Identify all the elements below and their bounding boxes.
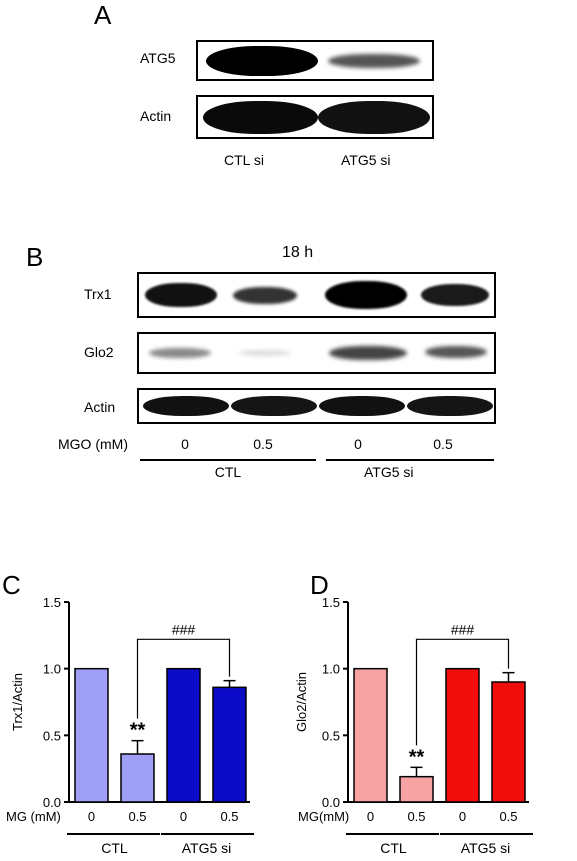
y-tick-label: 1.0 bbox=[322, 662, 340, 677]
band bbox=[206, 46, 318, 76]
dose-label: 0.5 bbox=[433, 436, 453, 452]
group-label: CTL bbox=[380, 840, 407, 856]
dose-label: 0 bbox=[354, 436, 362, 452]
band bbox=[407, 396, 493, 416]
bar bbox=[353, 667, 388, 803]
blot-b-row-actin-label: Actin bbox=[84, 399, 116, 415]
y-tick-label: 1.5 bbox=[43, 595, 61, 610]
blot-a-row-actin-label: Actin bbox=[140, 108, 172, 124]
band bbox=[328, 54, 420, 68]
panel-letter: D bbox=[310, 570, 329, 600]
bar bbox=[491, 681, 526, 803]
y-axis-label: Glo2/Actin bbox=[294, 672, 309, 732]
blot-b-row-glo2-label: Glo2 bbox=[84, 344, 114, 360]
group-underline bbox=[326, 459, 494, 461]
bar bbox=[120, 753, 155, 803]
significance-hash: ### bbox=[172, 621, 196, 637]
band bbox=[145, 283, 217, 307]
blot-b-glo2 bbox=[137, 332, 496, 374]
group-label: ATG5 si bbox=[461, 840, 511, 856]
x-axis-prefix: MG (mM) bbox=[6, 809, 61, 824]
lane-a-ctl-si: CTL si bbox=[224, 152, 264, 168]
band bbox=[149, 348, 211, 358]
y-tick-label: 0.5 bbox=[322, 728, 340, 743]
y-axis-label: Trx1/Actin bbox=[10, 673, 25, 731]
group-label: CTL bbox=[101, 840, 128, 856]
y-tick-label: 0.5 bbox=[43, 728, 61, 743]
panel-a-letter: A bbox=[94, 0, 112, 30]
blot-b-actin bbox=[137, 388, 496, 424]
chart-c: C 0.0 0.5 1.0 1.5 Trx1/Actin 0 0.5 0 0.5 ** ### MG (… bbox=[2, 570, 254, 856]
y-tick-label: 1.5 bbox=[322, 595, 340, 610]
x-tick-label: 0.5 bbox=[220, 809, 238, 824]
bar bbox=[74, 667, 109, 803]
band bbox=[329, 346, 407, 360]
group-atg5-si-label: ATG5 si bbox=[364, 464, 414, 480]
blot-b-trx1 bbox=[137, 272, 496, 318]
blot-a-actin bbox=[196, 95, 434, 139]
bar bbox=[445, 667, 480, 803]
band bbox=[421, 284, 489, 306]
bar bbox=[212, 686, 247, 803]
significance-bracket bbox=[136, 638, 231, 719]
x-tick-label: 0.5 bbox=[499, 809, 517, 824]
band bbox=[318, 101, 430, 134]
significance-hash: ### bbox=[451, 621, 475, 637]
chart-d: D 0.0 0.5 1.0 1.5 Glo2/Actin 0 0.5 0 0.5 ** ### MG(m… bbox=[294, 570, 533, 856]
band bbox=[203, 101, 318, 134]
mgo-label: MGO (mM) bbox=[58, 436, 128, 452]
band bbox=[425, 346, 487, 358]
group-underline bbox=[140, 459, 316, 461]
group-ctl-label: CTL bbox=[214, 464, 242, 480]
significance-bracket bbox=[415, 638, 510, 746]
x-tick-label: 0.5 bbox=[407, 809, 425, 824]
lane-a-atg5-si: ATG5 si bbox=[341, 152, 391, 168]
band bbox=[239, 350, 291, 356]
time-label: 18 h bbox=[282, 244, 314, 261]
bar bbox=[166, 667, 201, 803]
x-tick-label: 0 bbox=[180, 809, 187, 824]
panel-b-letter: B bbox=[26, 242, 44, 272]
y-tick-label: 0.0 bbox=[43, 795, 61, 810]
x-tick-label: 0 bbox=[88, 809, 95, 824]
x-axis-prefix: MG(mM) bbox=[298, 809, 349, 824]
band bbox=[325, 281, 407, 309]
significance-stars: ** bbox=[409, 746, 425, 768]
x-tick-label: 0.5 bbox=[128, 809, 146, 824]
significance-stars: ** bbox=[130, 720, 146, 742]
band bbox=[319, 396, 405, 416]
band bbox=[143, 396, 229, 416]
panel-letter: C bbox=[2, 570, 21, 600]
x-tick-label: 0 bbox=[367, 809, 374, 824]
bar bbox=[399, 775, 434, 803]
dose-label: 0.5 bbox=[253, 436, 273, 452]
band bbox=[231, 396, 317, 416]
dose-label: 0 bbox=[181, 436, 189, 452]
blot-b-row-trx1-label: Trx1 bbox=[84, 286, 112, 302]
x-tick-label: 0 bbox=[459, 809, 466, 824]
y-tick-label: 1.0 bbox=[43, 662, 61, 677]
y-tick-label: 0.0 bbox=[322, 795, 340, 810]
group-label: ATG5 si bbox=[182, 840, 232, 856]
band bbox=[233, 287, 297, 304]
blot-a-atg5 bbox=[196, 40, 434, 81]
blot-a-row-atg5-label: ATG5 bbox=[140, 50, 176, 66]
